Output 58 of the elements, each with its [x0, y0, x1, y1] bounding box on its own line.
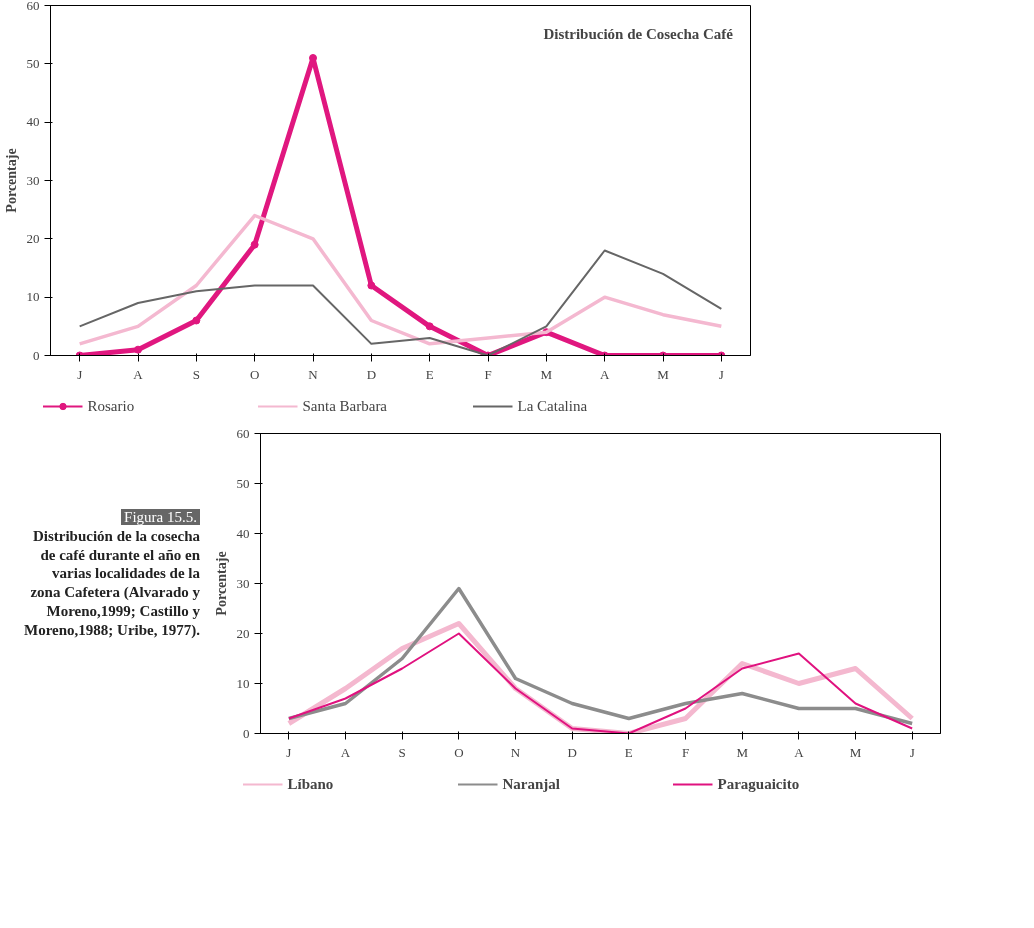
x-tick-label: M: [849, 744, 862, 760]
y-tick-label: 50: [26, 55, 40, 71]
y-tick-label: 0: [33, 347, 40, 363]
y-tick-label: 30: [26, 172, 40, 188]
x-tick-label: D: [366, 366, 377, 382]
x-tick-label: S: [192, 366, 200, 382]
y-axis-title: Porcentaje: [213, 551, 229, 616]
y-axis-title: Porcentaje: [3, 148, 19, 213]
x-tick-label: E: [425, 366, 434, 382]
text: Figura 15.5.: [121, 509, 200, 525]
line-series: [287, 586, 914, 726]
y-tick-label: 60: [26, 0, 40, 13]
x-tick-label: N: [308, 366, 319, 382]
x-tick-label: J: [718, 366, 724, 382]
x-tick-label: D: [567, 744, 577, 760]
legend-label: Líbano: [287, 774, 335, 794]
legend-label: Naranjal: [502, 774, 561, 794]
y-tick-label: 20: [236, 625, 250, 641]
y-tick-label: 40: [236, 525, 250, 541]
point: [134, 345, 142, 354]
x-tick-label: O: [454, 744, 464, 760]
point: [250, 240, 259, 249]
y-tick-label: 50: [236, 475, 250, 491]
x-tick-label: A: [599, 366, 610, 382]
y-tick-label: 40: [26, 114, 40, 130]
line-series: [78, 249, 723, 356]
legend-label: Paraguaicito: [717, 774, 801, 794]
y-tick-label: 0: [243, 725, 250, 741]
point: [192, 316, 201, 325]
y-tick-label: 30: [236, 575, 250, 591]
line-series: [77, 213, 724, 346]
y-tick-label: 10: [26, 289, 40, 305]
legend-label: Rosario: [87, 396, 136, 416]
x-tick-label: A: [794, 744, 805, 760]
point: [309, 54, 317, 62]
y-tick-label: 60: [236, 425, 250, 441]
x-tick-label: M: [657, 366, 670, 382]
x-tick-label: F: [681, 744, 690, 760]
point: [425, 322, 434, 331]
x-tick-label: J: [909, 744, 915, 760]
x-tick-label: J: [77, 366, 83, 382]
x-tick-label: J: [286, 744, 292, 760]
x-tick-label: A: [133, 366, 144, 382]
x-tick-label: A: [340, 744, 351, 760]
x-tick-label: E: [624, 744, 633, 760]
x-tick-label: M: [736, 744, 749, 760]
x-tick-label: M: [540, 366, 553, 382]
point: [367, 281, 376, 290]
legend-label: Santa Barbara: [302, 396, 389, 416]
x-tick-label: F: [484, 366, 492, 382]
x-tick-label: S: [398, 744, 406, 760]
x-tick-label: N: [510, 744, 521, 760]
y-tick-label: 20: [26, 230, 40, 246]
legend-label: La Catalina: [517, 396, 589, 416]
text: Distribución de la cosecha de café durante el año en varias localidades de la zona Cafetera (Alvarado y Moreno,1999; Castillo y Moreno,1988; Uribe, 1977).: [24, 527, 200, 638]
x-tick-label: O: [249, 366, 260, 382]
text: Distribución de Cosecha Café: [543, 25, 734, 42]
y-tick-label: 10: [236, 675, 250, 691]
